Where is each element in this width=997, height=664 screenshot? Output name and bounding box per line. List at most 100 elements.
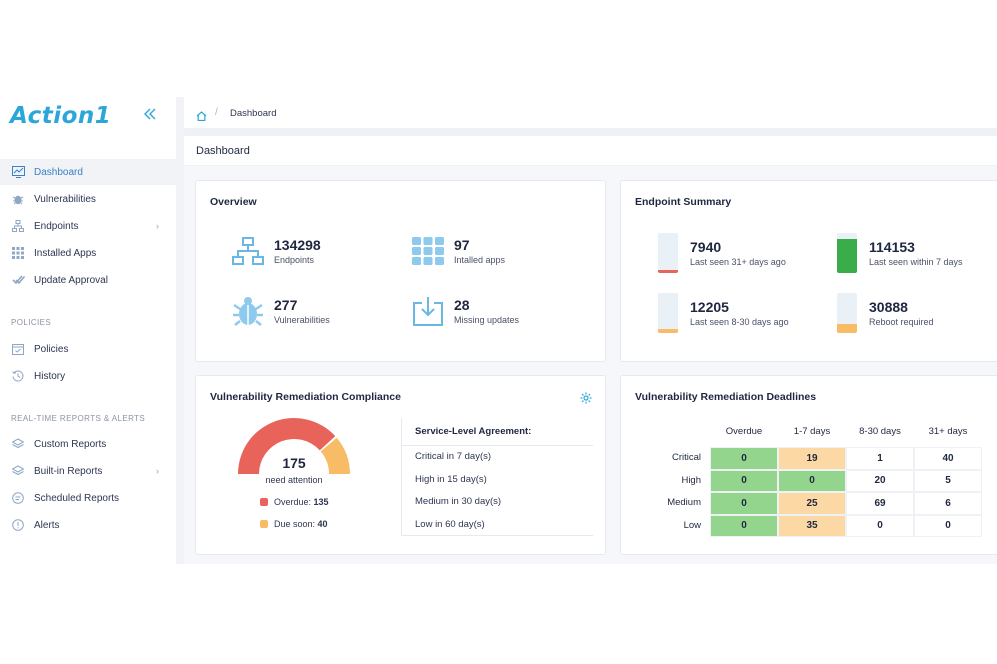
deadlines-cell[interactable]: 0 [710, 447, 778, 470]
compliance-title: Vulnerability Remediation Compliance [210, 391, 401, 403]
layers-icon [11, 437, 25, 451]
deadlines-cell[interactable]: 40 [914, 447, 982, 470]
deadlines-cell[interactable]: 5 [914, 469, 982, 492]
deadlines-title: Vulnerability Remediation Deadlines [635, 391, 817, 403]
deadlines-column-header: 8-30 days [859, 426, 901, 437]
sidebar-item-dashboard[interactable]: Dashboard [0, 159, 176, 185]
endpoint-summary-card: Endpoint Summary 7940 Last seen 31+ days… [620, 180, 997, 362]
sidebar-item-alerts[interactable]: Alerts [0, 512, 176, 538]
chevron-right-icon: › [156, 221, 159, 231]
sidebar: Action1 Dashboard Vulnerabilities Endpoi… [0, 97, 176, 564]
endpoint-stat-31-days[interactable]: 7940 Last seen 31+ days ago [658, 233, 786, 273]
action1-logo[interactable]: Action1 [10, 103, 112, 129]
stat-label: Reboot required [869, 317, 934, 327]
deadlines-card: Vulnerability Remediation Deadlines Over… [620, 375, 997, 555]
stat-value: 7940 [690, 239, 722, 255]
sidebar-item-label: Scheduled Reports [34, 492, 120, 504]
sidebar-item-label: Alerts [34, 519, 60, 531]
download-tray-icon [410, 293, 446, 329]
calendar-check-icon [11, 342, 25, 356]
legend-swatch [260, 520, 268, 528]
gauge-caption: need attention [265, 475, 323, 485]
network-icon [230, 233, 266, 269]
battery-gauge [837, 233, 857, 273]
sidebar-item-update-approval[interactable]: Update Approval [0, 267, 176, 293]
sidebar-item-label: Vulnerabilities [34, 193, 96, 205]
deadlines-row-label: Low [683, 519, 701, 531]
deadlines-column-header: 31+ days [928, 426, 968, 437]
network-icon [11, 219, 25, 233]
sla-border [401, 418, 402, 536]
legend-value: 40 [317, 519, 328, 529]
stat-value: 12205 [690, 299, 729, 315]
deadlines-cell[interactable]: 0 [846, 514, 914, 537]
stat-value: 97 [454, 237, 470, 253]
alert-icon [11, 518, 25, 532]
endpoint-stat-8-30-days[interactable]: 12205 Last seen 8-30 days ago [658, 293, 789, 333]
sidebar-item-label: Dashboard [34, 166, 83, 178]
sidebar-item-built-in-reports[interactable]: Built-in Reports › [0, 458, 176, 484]
sidebar-item-installed-apps[interactable]: Installed Apps [0, 240, 176, 266]
stat-vulnerabilities[interactable]: 277 Vulnerabilities [230, 293, 330, 329]
sidebar-item-endpoints[interactable]: Endpoints › [0, 213, 176, 239]
deadlines-cell[interactable]: 0 [914, 514, 982, 537]
breadcrumb-current: Dashboard [230, 108, 277, 119]
sla-panel: Service-Level Agreement: Critical in 7 d… [401, 418, 593, 536]
sidebar-item-history[interactable]: History [0, 363, 176, 389]
deadlines-cell[interactable]: 6 [914, 492, 982, 515]
stat-label: Endpoints [274, 255, 315, 265]
stat-value: 28 [454, 297, 470, 313]
deadlines-cell[interactable]: 0 [710, 514, 778, 537]
stat-label: Last seen within 7 days [869, 257, 963, 267]
deadlines-cell[interactable]: 0 [710, 492, 778, 515]
stat-label: Missing updates [454, 315, 520, 325]
settings-gear-icon[interactable] [580, 391, 592, 409]
deadlines-row-label: Medium [667, 497, 701, 508]
deadlines-cell[interactable]: 0 [710, 469, 778, 492]
stat-endpoints[interactable]: 134298 Endpoints [230, 233, 321, 269]
sidebar-item-custom-reports[interactable]: Custom Reports [0, 431, 176, 457]
legend-label: Due soon: [274, 519, 316, 529]
sidebar-item-policies[interactable]: Policies [0, 336, 176, 362]
endpoint-stat-reboot[interactable]: 30888 Reboot required [837, 293, 934, 333]
deadlines-column-header: 1-7 days [793, 426, 831, 437]
sla-border [401, 535, 593, 536]
stat-missing-updates[interactable]: 28 Missing updates [410, 293, 519, 329]
endpoint-summary-title: Endpoint Summary [635, 196, 732, 208]
deadlines-row-label: Critical [671, 452, 701, 463]
sla-row: Medium in 30 day(s) [415, 496, 502, 507]
bug-icon [230, 293, 266, 329]
chevron-right-icon: › [156, 466, 159, 476]
check-double-icon [11, 273, 25, 287]
deadlines-cell[interactable]: 0 [778, 469, 846, 492]
legend-value: 135 [313, 497, 329, 507]
stat-label: Intalled apps [454, 255, 506, 265]
stat-label: Last seen 8-30 days ago [690, 317, 789, 327]
sla-row: Low in 60 day(s) [415, 518, 485, 530]
deadlines-cell[interactable]: 20 [846, 469, 914, 492]
sidebar-item-label: Custom Reports [34, 438, 107, 450]
gauge-overdue-arc [238, 418, 336, 474]
sidebar-item-label: History [34, 370, 66, 382]
need-attention-gauge [238, 418, 350, 474]
deadlines-cell[interactable]: 69 [846, 492, 914, 515]
chart-icon [11, 165, 25, 179]
endpoint-stat-7-days[interactable]: 114153 Last seen within 7 days [837, 233, 963, 273]
deadlines-cell[interactable]: 1 [846, 447, 914, 470]
sidebar-item-vulnerabilities[interactable]: Vulnerabilities [0, 186, 176, 212]
deadlines-cell[interactable]: 19 [778, 447, 846, 470]
overview-title: Overview [210, 196, 257, 208]
battery-gauge [658, 293, 678, 333]
sidebar-divider [176, 97, 184, 564]
home-icon[interactable] [196, 108, 207, 126]
sidebar-item-label: Built-in Reports [34, 465, 103, 477]
stat-installed-apps[interactable]: 97 Intalled apps [410, 233, 505, 269]
sla-row: High in 15 day(s) [415, 473, 487, 485]
history-icon [11, 369, 25, 383]
deadlines-cell[interactable]: 25 [778, 492, 846, 515]
sidebar-item-scheduled-reports[interactable]: Scheduled Reports [0, 485, 176, 511]
deadlines-column-header: Overdue [725, 426, 763, 437]
sla-row: Critical in 7 day(s) [415, 451, 492, 462]
deadlines-cell[interactable]: 35 [778, 514, 846, 537]
collapse-sidebar-icon[interactable] [143, 107, 157, 125]
